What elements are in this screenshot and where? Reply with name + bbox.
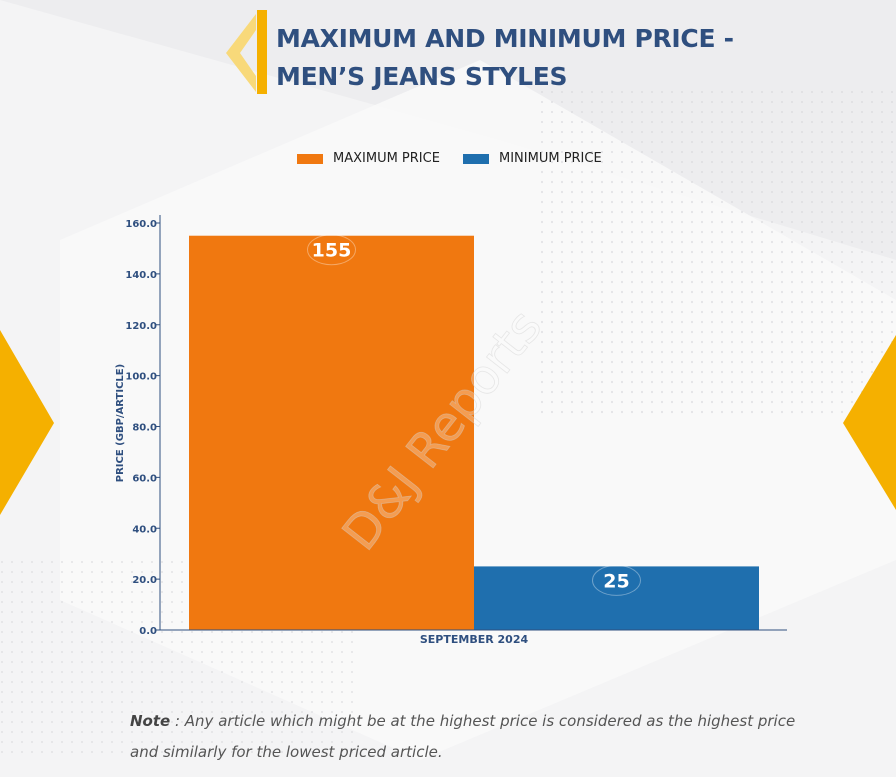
data-label-min: 25 [603,570,629,592]
page-title: MAXIMUM AND MINIMUM PRICE - MEN’S JEANS … [276,20,876,96]
x-category-label: SEPTEMBER 2024 [420,633,529,646]
y-tick-label: 40.0 [132,524,157,535]
chart-legend: MAXIMUM PRICE MINIMUM PRICE [0,151,896,171]
footnote-label: Note [130,712,171,730]
data-label-bubble [307,234,356,266]
title-line-1: MAXIMUM AND MINIMUM PRICE - [276,24,734,53]
title-line-2: MEN’S JEANS STYLES [276,62,568,91]
bar-max [189,235,474,630]
legend-label-min: MINIMUM PRICE [499,151,602,166]
y-tick-label: 100.0 [125,372,157,383]
y-tick-label: 120.0 [125,321,157,332]
footnote-text: : Any article which might be at the high… [130,712,796,761]
bar-min [474,566,759,630]
y-axis-label: PRICE (GBP/ARTICLE) [115,364,126,482]
legend-swatch-min [463,153,489,164]
y-tick-label: 20.0 [132,575,157,586]
y-tick-label: 60.0 [132,473,157,484]
title-chevron-icon [226,14,256,92]
y-tick-label: 80.0 [132,423,157,434]
right-accent-shape [843,335,896,510]
legend-item-min: MINIMUM PRICE [463,151,602,166]
data-label-max: 155 [312,240,352,262]
left-accent-shape [0,330,54,515]
y-tick-label: 140.0 [125,270,157,281]
title-accent-bar [257,10,267,94]
y-tick-label: 0.0 [139,626,157,637]
footnote: Note : Any article which might be at the… [130,706,810,768]
legend-item-max: MAXIMUM PRICE [297,151,440,166]
legend-swatch-max [297,153,323,164]
legend-label-max: MAXIMUM PRICE [333,151,440,166]
y-tick-label: 160.0 [125,219,157,230]
data-label-bubble [592,564,641,596]
